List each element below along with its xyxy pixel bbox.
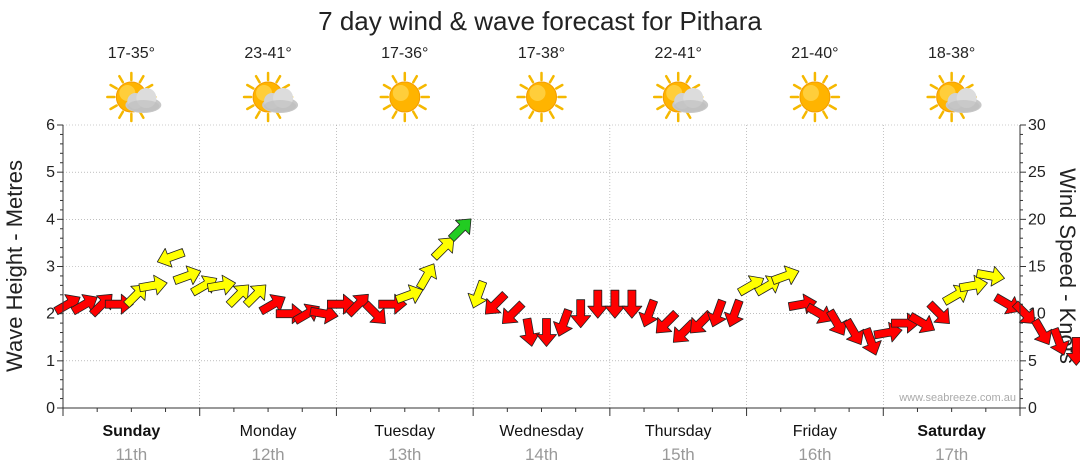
wind-arrow: [621, 289, 643, 319]
left-axis-label: Wave Height - Metres: [2, 160, 27, 372]
left-tick-label: 1: [46, 353, 55, 370]
sun-icon: [789, 71, 841, 123]
wind-arrow: [570, 299, 592, 329]
wind-arrow: [926, 300, 950, 324]
wind-arrow: [553, 308, 573, 337]
wind-arrow: [242, 284, 267, 308]
wind-arrow: [724, 298, 744, 328]
sun-cloud-icon: [242, 71, 299, 123]
day-name: Tuesday: [374, 423, 435, 440]
temp-range: 17-35°: [108, 45, 155, 62]
sun-cloud-icon: [106, 71, 162, 123]
sun-cloud-icon: [926, 71, 982, 123]
wind-arrow: [394, 284, 424, 304]
left-tick-label: 2: [46, 306, 55, 323]
wind-arrow: [958, 274, 988, 296]
left-axis-ticks: 0 1 2 3 4 5 6: [46, 117, 63, 417]
left-tick-label: 3: [46, 259, 55, 276]
wind-arrow: [862, 327, 882, 356]
temp-range: 22-41°: [655, 45, 702, 62]
wind-arrow: [706, 298, 727, 328]
day-labels: Sunday 11th Monday 12th Tuesday 13th Wednesday…: [102, 423, 986, 464]
temp-range: 18-38°: [928, 45, 975, 62]
right-tick-label: 25: [1028, 164, 1046, 181]
wind-arrow: [172, 265, 202, 286]
left-tick-label: 4: [46, 211, 55, 228]
day-name: Sunday: [102, 423, 160, 440]
watermark: www.seabreeze.com.au: [898, 392, 1016, 404]
right-tick-label: 15: [1028, 259, 1046, 276]
wind-arrow: [484, 291, 509, 315]
wind-arrow: [975, 265, 1005, 287]
wind-arrow: [362, 300, 386, 324]
wind-arrow: [416, 263, 437, 291]
day-date: 17th: [935, 445, 968, 464]
wind-arrow: [1050, 327, 1070, 356]
sun-cloud-icon: [652, 71, 709, 123]
sun-icon: [516, 71, 567, 123]
right-tick-label: 5: [1028, 353, 1037, 370]
grid-lines: [62, 124, 1021, 416]
wind-arrow: [536, 318, 557, 347]
wind-arrow: [638, 298, 659, 328]
left-tick-label: 0: [46, 400, 55, 417]
right-tick-label: 0: [1028, 400, 1037, 417]
day-date: 11th: [115, 445, 147, 464]
wind-arrows: [53, 218, 1080, 366]
wind-arrow: [1065, 336, 1080, 366]
wind-arrow: [430, 237, 455, 261]
wind-arrow: [770, 265, 800, 286]
day-name: Monday: [240, 423, 297, 440]
wind-arrow: [502, 300, 526, 324]
left-tick-label: 6: [46, 117, 55, 134]
right-tick-label: 30: [1028, 117, 1046, 134]
wind-arrow: [156, 247, 186, 268]
wind-arrow: [206, 274, 236, 296]
wind-arrow: [907, 312, 936, 334]
day-date: 13th: [388, 445, 421, 464]
wind-arrow: [467, 279, 488, 309]
day-name: Thursday: [645, 423, 712, 440]
day-date: 16th: [798, 445, 831, 464]
weather-row: 17-35° 23-41° 17-36° 17-38° 22-41° 21-40° 18-3…: [106, 45, 982, 123]
wind-arrow: [655, 309, 680, 334]
wind-arrow: [993, 293, 1021, 315]
day-name: Wednesday: [499, 423, 583, 440]
wind-arrow: [805, 302, 833, 324]
temp-range: 17-36°: [381, 45, 428, 62]
day-date: 15th: [662, 445, 695, 464]
temp-range: 17-38°: [518, 45, 565, 62]
temp-range: 21-40°: [791, 45, 838, 62]
day-name: Saturday: [917, 423, 986, 440]
right-tick-label: 20: [1028, 211, 1046, 228]
day-name: Friday: [793, 423, 837, 440]
left-tick-label: 5: [46, 164, 55, 181]
wind-arrow: [138, 274, 168, 296]
wind-arrow: [447, 218, 472, 242]
sun-icon: [379, 71, 431, 123]
day-date: 14th: [525, 445, 558, 464]
wind-arrow: [826, 308, 848, 336]
day-date: 12th: [252, 445, 285, 464]
chart-title: 7 day wind & wave forecast for Pithara: [318, 6, 762, 36]
temp-range: 23-41°: [244, 45, 291, 62]
wind-arrow: [519, 317, 540, 347]
